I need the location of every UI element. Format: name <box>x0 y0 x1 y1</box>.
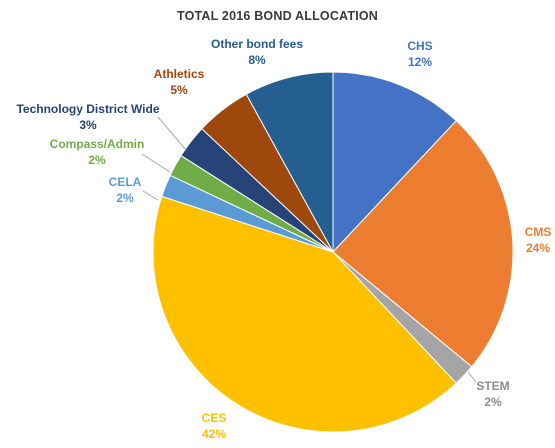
pie-slice-ces <box>152 195 457 433</box>
data-label-name: CELA <box>109 175 142 189</box>
data-label-name: Compass/Admin <box>50 137 145 151</box>
leader-line-cela <box>142 190 159 201</box>
data-label-stem: STEM 2% <box>476 379 509 409</box>
data-label-technology-district-wide: Technology District Wide 3% <box>16 102 159 132</box>
data-label-cela: CELA 2% <box>109 175 142 205</box>
data-label-value: 2% <box>484 395 502 409</box>
data-label-value: 5% <box>170 83 188 97</box>
pie-slice-cms <box>332 120 514 368</box>
data-label-other-bond-fees: Other bond fees 8% <box>211 37 303 67</box>
data-label-name: CMS <box>525 225 552 239</box>
data-label-value: 2% <box>88 153 106 167</box>
data-label-compass-admin: Compass/Admin 2% <box>50 137 145 167</box>
leader-line-stem <box>467 371 477 383</box>
data-label-name: CHS <box>407 39 432 53</box>
pie-slice-chs <box>332 71 457 254</box>
data-label-athletics: Athletics 5% <box>154 67 205 97</box>
data-label-ces: CES 42% <box>202 411 227 441</box>
data-label-value: 3% <box>79 118 97 132</box>
chart-title: TOTAL 2016 BOND ALLOCATION <box>176 9 379 23</box>
data-label-value: 42% <box>202 427 226 441</box>
data-label-cms: CMS 24% <box>525 225 552 255</box>
data-label-name: CES <box>202 411 227 425</box>
data-label-chs: CHS 12% <box>407 39 432 69</box>
leader-line-compass-admin <box>141 153 171 173</box>
data-label-name: STEM <box>476 379 509 393</box>
data-label-value: 2% <box>116 191 134 205</box>
leader-line-technology-district-wide <box>157 116 187 151</box>
data-label-value: 24% <box>526 241 550 255</box>
data-label-name: Athletics <box>154 67 205 81</box>
data-label-name: Technology District Wide <box>16 102 159 116</box>
data-label-value: 8% <box>248 53 266 67</box>
data-label-name: Other bond fees <box>211 37 303 51</box>
pie-slice-other-bond-fees <box>245 71 334 253</box>
data-label-value: 12% <box>408 55 432 69</box>
